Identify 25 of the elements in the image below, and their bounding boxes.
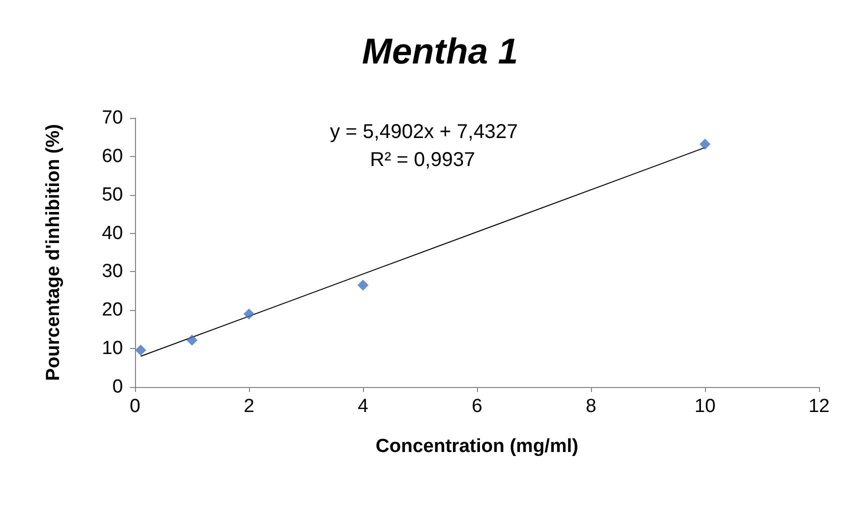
- y-tick-label: 10: [102, 338, 123, 360]
- y-tick-label: 60: [102, 146, 123, 167]
- point: [700, 138, 710, 150]
- x-tick-label: 0: [130, 396, 140, 417]
- y-tick-label: 20: [102, 300, 123, 321]
- y-tick-label: 50: [102, 184, 123, 206]
- chart-title: Mentha 1: [362, 30, 518, 72]
- y-tick-label: 0: [112, 376, 123, 398]
- x-tick-label: 4: [358, 396, 369, 417]
- y-tick-label: 70: [102, 108, 123, 128]
- x-tick-label: 6: [472, 396, 482, 417]
- x-tick-label: 10: [694, 396, 716, 417]
- point: [358, 280, 368, 291]
- point: [186, 334, 198, 346]
- point: [135, 344, 146, 356]
- x-tick-label: 12: [808, 396, 830, 417]
- annotation: y = 5,4902x + 7,4327: [330, 121, 518, 143]
- annotation: R² = 0,9937: [370, 149, 476, 171]
- y-tick-label: 30: [102, 261, 123, 282]
- point: [244, 308, 254, 320]
- x-axis-title: Concentration (mg/ml): [376, 436, 578, 457]
- y-axis-title: Pourcentage d'inhibition (%): [43, 124, 64, 381]
- y-tick-label: 40: [102, 222, 123, 244]
- x-tick-label: 2: [244, 396, 254, 417]
- x-tick-label: 8: [586, 396, 596, 417]
